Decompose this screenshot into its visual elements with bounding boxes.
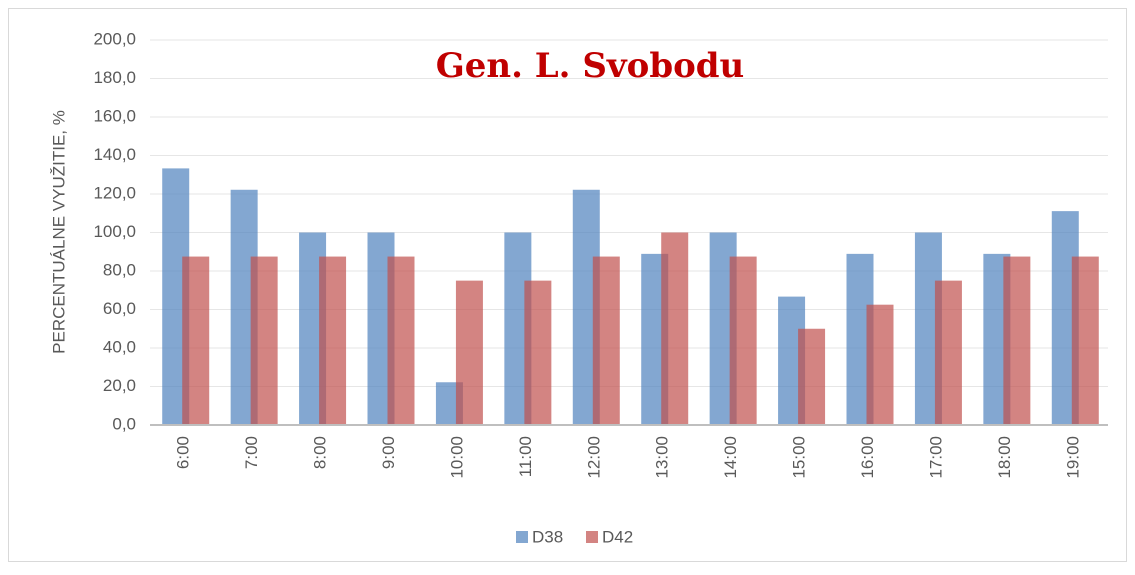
bar: [798, 328, 826, 425]
y-tick-label: 40,0: [103, 337, 136, 356]
x-tick-label: 14:00: [721, 436, 740, 479]
x-tick-label: 19:00: [1063, 436, 1082, 479]
y-tick-label: 120,0: [93, 183, 136, 202]
x-tick-label: 18:00: [995, 436, 1014, 479]
y-tick-label: 200,0: [93, 29, 136, 48]
x-tick-label: 7:00: [242, 436, 261, 469]
legend-swatch: [586, 531, 598, 543]
bar: [729, 256, 757, 425]
x-tick-label: 11:00: [516, 436, 535, 477]
bar: [1071, 256, 1099, 425]
bar: [1003, 256, 1031, 425]
bar: [319, 256, 347, 425]
y-tick-label: 0,0: [112, 414, 136, 433]
y-tick-label: 180,0: [93, 68, 136, 87]
x-tick-label: 12:00: [584, 436, 603, 479]
y-axis-label: PERCENTUÁLNE VYUŽITIE, %: [49, 110, 68, 354]
y-tick-label: 60,0: [103, 299, 136, 318]
y-tick-label: 80,0: [103, 260, 136, 279]
y-tick-label: 160,0: [93, 106, 136, 125]
y-tick-label: 140,0: [93, 145, 136, 164]
x-tick-label: 16:00: [858, 436, 877, 479]
x-tick-label: 10:00: [447, 436, 466, 479]
bar: [524, 280, 552, 425]
bar: [866, 304, 894, 425]
x-tick-label: 6:00: [174, 436, 193, 469]
bar: [182, 256, 210, 425]
bar: [934, 280, 962, 425]
chart-title: Gen. L. Svobodu: [436, 46, 745, 86]
legend-swatch: [516, 531, 528, 543]
x-tick-label: 15:00: [790, 436, 809, 479]
y-tick-label: 20,0: [103, 376, 136, 395]
bar: [387, 256, 415, 425]
legend-label: D38: [532, 527, 563, 546]
legend-label: D42: [602, 527, 633, 546]
x-tick-label: 13:00: [653, 436, 672, 479]
bar: [250, 256, 278, 425]
bar: [455, 280, 483, 425]
bar: [592, 256, 620, 425]
x-tick-label: 17:00: [926, 436, 945, 479]
x-tick-label: 9:00: [379, 436, 398, 469]
x-tick-label: 8:00: [311, 436, 330, 469]
bar: [661, 232, 689, 425]
y-tick-label: 100,0: [93, 222, 136, 241]
